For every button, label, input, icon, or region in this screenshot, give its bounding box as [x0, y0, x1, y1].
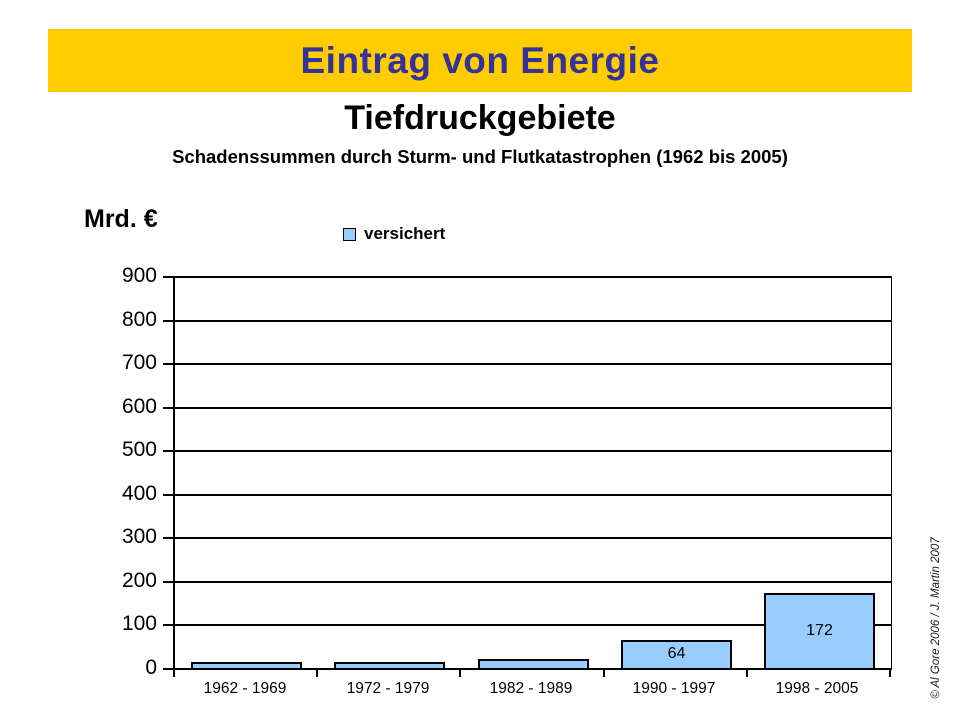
gridline — [175, 624, 891, 626]
y-axis-label: 600 — [121, 395, 157, 418]
gridline — [175, 276, 891, 278]
y-axis-label: 500 — [121, 438, 157, 461]
legend-swatch-icon — [343, 227, 356, 241]
y-axis-label: 100 — [121, 612, 157, 635]
x-axis-tick — [459, 670, 461, 677]
y-axis-tick — [163, 450, 173, 452]
legend-label: versichert — [364, 224, 446, 243]
y-axis-tick — [163, 407, 173, 409]
gridline — [175, 494, 891, 496]
y-axis-label: 800 — [121, 308, 157, 331]
x-axis-label: 1962 - 1969 — [203, 680, 287, 697]
y-axis-tick — [163, 320, 173, 322]
bar-value-label: 64 — [667, 645, 686, 662]
plot-area: 64 172 — [173, 276, 892, 670]
y-axis-tick — [163, 276, 173, 278]
bar — [334, 662, 445, 668]
gridline — [175, 450, 891, 452]
y-axis-unit-label: Mrd. € — [84, 205, 158, 233]
banner-title: Eintrag von Energie — [300, 39, 660, 81]
gridline — [175, 581, 891, 583]
y-axis-label: 400 — [121, 482, 157, 505]
y-axis-label: 300 — [121, 525, 157, 548]
gridline — [175, 320, 891, 322]
banner: Eintrag von Energie — [48, 29, 912, 92]
bar-value-label: 172 — [806, 621, 833, 639]
bar — [191, 662, 302, 668]
x-axis-tick — [173, 670, 175, 677]
y-axis-tick — [163, 624, 173, 626]
bar — [478, 659, 589, 668]
bar — [621, 640, 732, 668]
gridline — [175, 407, 891, 409]
x-axis-label: 1998 - 2005 — [775, 680, 859, 697]
x-axis-tick — [746, 670, 748, 677]
legend: versichert — [343, 224, 445, 244]
x-axis-tick — [889, 670, 891, 677]
page-title: Tiefdruckgebiete — [344, 99, 616, 137]
y-axis-tick — [163, 537, 173, 539]
y-axis-tick — [163, 363, 173, 365]
y-axis-tick — [163, 668, 173, 670]
y-axis-label: 700 — [121, 351, 157, 374]
copyright-vertical-text: © Al Gore 2006 / J. Martin 2007 — [930, 537, 942, 699]
x-axis-label: 1982 - 1989 — [489, 680, 573, 697]
gridline — [175, 363, 891, 365]
x-axis-tick — [603, 670, 605, 677]
y-axis-label: 0 — [145, 656, 157, 679]
y-axis-label: 900 — [121, 264, 157, 287]
x-axis-label: 1972 - 1979 — [346, 680, 430, 697]
y-axis-tick — [163, 494, 173, 496]
y-axis-label: 200 — [121, 569, 157, 592]
chart-subtitle: Schadenssummen durch Sturm- und Flutkata… — [172, 146, 788, 167]
y-axis-tick — [163, 581, 173, 583]
x-axis-label: 1990 - 1997 — [632, 680, 716, 697]
gridline — [175, 537, 891, 539]
bar — [764, 593, 875, 668]
x-axis-tick — [316, 670, 318, 677]
